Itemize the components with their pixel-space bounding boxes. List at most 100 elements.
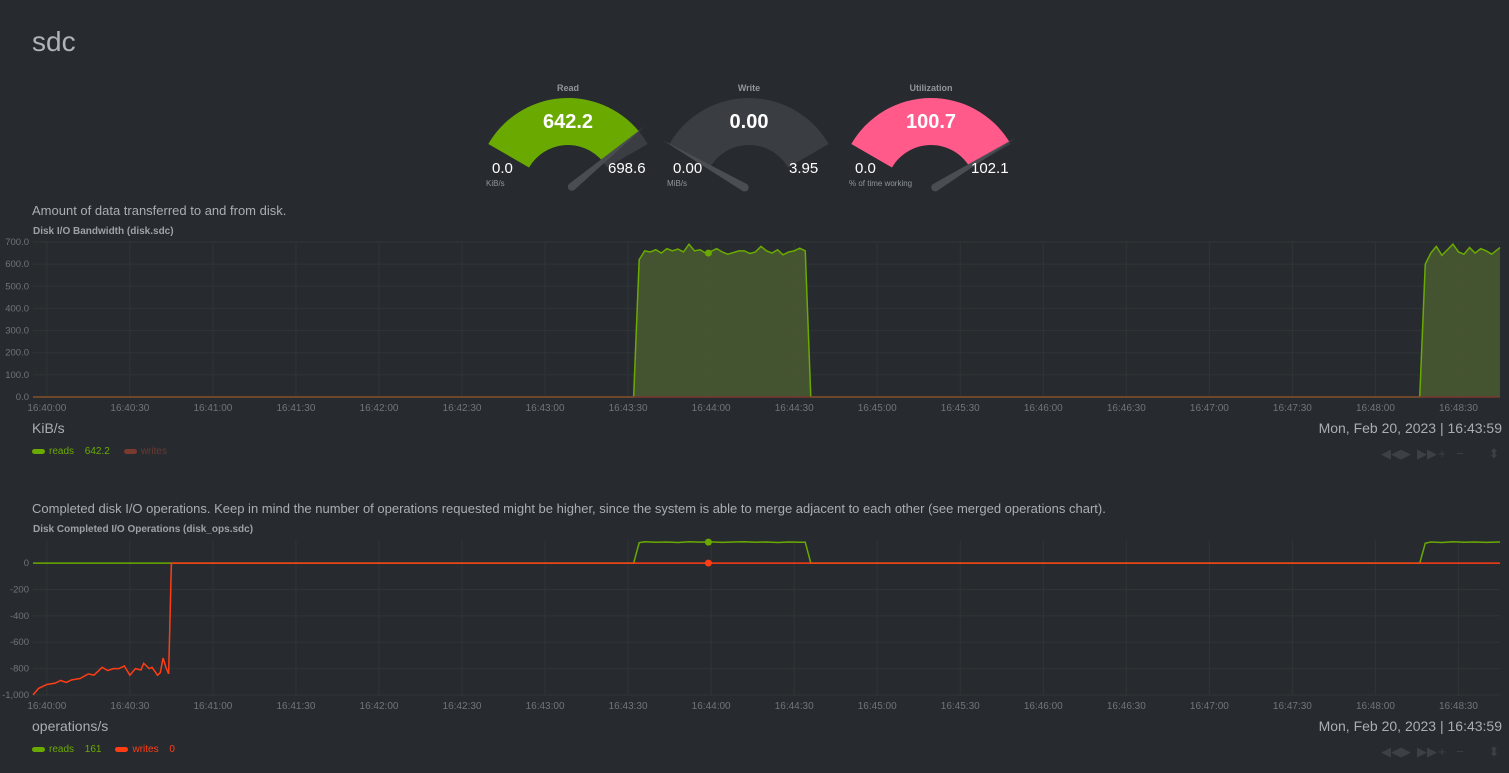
gauge-needle-hub: [931, 183, 940, 192]
x-tick-label: 16:43:30: [609, 403, 648, 414]
x-tick-label: 16:48:00: [1356, 403, 1395, 414]
x-tick-label: 16:47:00: [1190, 701, 1229, 712]
gauge-fill: [488, 98, 639, 168]
x-tick-label: 16:43:00: [526, 403, 565, 414]
chart-description: Amount of data transferred to and from d…: [32, 203, 287, 218]
x-tick-label: 16:44:00: [692, 403, 731, 414]
gauge-min: 0.0: [855, 160, 876, 177]
legend-label: writes: [140, 446, 167, 457]
y-tick-label: 500.0: [5, 281, 29, 292]
gauge-title: Utilization: [909, 83, 953, 93]
gauge-needle-hub: [740, 183, 749, 192]
y-tick-label: 600.0: [5, 259, 29, 270]
gauge-background: [669, 98, 829, 168]
x-tick-label: 16:40:30: [110, 403, 149, 414]
zoom-out-button[interactable]: −: [1456, 744, 1464, 759]
x-tick-label: 16:48:00: [1356, 701, 1395, 712]
operations-chart[interactable]: 16:40:00 16:40:30 16:41:00 16:41:30 16:42:00…: [0, 534, 1509, 714]
y-tick-label: -400: [10, 611, 29, 622]
highlight-point-reads: [704, 538, 712, 546]
gauge-fill: [851, 98, 1010, 168]
x-tick-label: 16:48:30: [1439, 403, 1478, 414]
x-tick-label: 16:44:30: [775, 701, 814, 712]
gauge-max: 102.1: [971, 160, 1009, 177]
y-tick-label: 100.0: [5, 370, 29, 381]
highlight-point-writes: [704, 559, 712, 567]
legend-swatch: [123, 449, 137, 454]
chart-timestamp: Mon, Feb 20, 2023 | 16:43:59: [1318, 718, 1502, 734]
x-tick-label: 16:42:30: [443, 701, 482, 712]
gauge-needle: [933, 137, 1017, 191]
x-tick-label: 16:46:30: [1107, 701, 1146, 712]
x-tick-label: 16:46:00: [1024, 403, 1063, 414]
y-tick-label: 300.0: [5, 326, 29, 337]
x-tick-label: 16:47:00: [1190, 403, 1229, 414]
play-button[interactable]: ▶: [1401, 446, 1411, 461]
pan-left-button[interactable]: ◀◀: [1381, 446, 1401, 461]
legend-value: 161: [84, 744, 102, 755]
x-tick-label: 16:45:00: [858, 403, 897, 414]
series-area-reads: [33, 244, 1500, 397]
page-title: sdc: [32, 26, 76, 57]
y-tick-label: 0.0: [16, 392, 29, 403]
x-tick-label: 16:47:30: [1273, 403, 1312, 414]
gauge-arc: [851, 98, 1017, 192]
y-tick-label: -1,000: [2, 690, 29, 701]
legend-swatch: [115, 747, 129, 752]
series-line-writes: [32, 562, 1500, 696]
gauge-value: 100.7: [905, 111, 957, 133]
chart-legend: reads 642.2 writes: [32, 446, 167, 457]
gauge-min: 0.00: [673, 160, 703, 177]
legend-item-reads[interactable]: reads 642.2: [32, 446, 110, 457]
chart-title: Disk I/O Bandwidth (disk.sdc): [33, 226, 174, 237]
legend-value: 0: [169, 744, 175, 755]
y-tick-label: -800: [10, 664, 29, 675]
zoom-out-button[interactable]: −: [1456, 446, 1464, 461]
chart-description: Completed disk I/O operations. Keep in m…: [32, 501, 1106, 516]
x-tick-label: 16:41:30: [276, 701, 315, 712]
x-tick-label: 16:45:00: [858, 701, 897, 712]
zoom-in-button[interactable]: +: [1438, 446, 1446, 461]
x-tick-label: 16:42:00: [360, 701, 399, 712]
chart-timestamp: Mon, Feb 20, 2023 | 16:43:59: [1318, 420, 1502, 436]
resize-handle[interactable]: ⬍: [1488, 744, 1500, 759]
resize-handle[interactable]: ⬍: [1488, 446, 1500, 461]
x-tick-label: 16:46:30: [1107, 403, 1146, 414]
gauge-unit: MiB/s: [667, 179, 687, 188]
x-tick-label: 16:43:30: [609, 701, 648, 712]
bandwidth-chart[interactable]: 16:40:00 16:40:30 16:41:00 16:41:30 16:42:00…: [0, 236, 1509, 416]
legend-item-reads[interactable]: reads 161: [32, 744, 101, 755]
pan-right-button[interactable]: ▶▶: [1417, 446, 1437, 461]
zoom-in-button[interactable]: +: [1438, 744, 1446, 759]
legend-label: writes: [132, 744, 159, 755]
x-tick-label: 16:44:00: [692, 701, 731, 712]
chart-units: KiB/s: [32, 420, 65, 436]
x-tick-label: 16:46:00: [1024, 701, 1063, 712]
x-tick-label: 16:42:00: [360, 403, 399, 414]
y-tick-label: -200: [10, 584, 29, 595]
gauge-min: 0.0: [492, 160, 513, 177]
x-tick-label: 16:43:00: [526, 701, 565, 712]
gauge-unit: KiB/s: [486, 179, 505, 188]
y-tick-label: 200.0: [5, 348, 29, 359]
pan-right-button[interactable]: ▶▶: [1417, 744, 1437, 759]
legend-item-writes[interactable]: writes 0: [115, 744, 175, 755]
y-tick-label: 700.0: [5, 237, 29, 248]
gauge-title: Read: [556, 83, 579, 93]
gauge-arc: [662, 98, 829, 192]
play-button[interactable]: ▶: [1401, 744, 1411, 759]
x-tick-label: 16:41:00: [193, 403, 232, 414]
legend-item-writes[interactable]: writes: [123, 446, 167, 457]
y-tick-label: 400.0: [5, 303, 29, 314]
gauge-arc: [488, 98, 648, 191]
chart-legend: reads 161 writes 0: [32, 744, 175, 755]
chart-controls: ◀◀ ▶ ▶▶ + − ⬍: [1381, 446, 1501, 462]
x-tick-label: 16:44:30: [775, 403, 814, 414]
x-tick-label: 16:41:30: [276, 403, 315, 414]
chart-title: Disk Completed I/O Operations (disk_ops.…: [33, 524, 254, 535]
series-line-reads: [33, 540, 1501, 564]
x-tick-label: 16:40:00: [27, 701, 66, 712]
pan-left-button[interactable]: ◀◀: [1381, 744, 1401, 759]
x-tick-label: 16:40:30: [110, 701, 149, 712]
x-tick-label: 16:45:30: [941, 701, 980, 712]
